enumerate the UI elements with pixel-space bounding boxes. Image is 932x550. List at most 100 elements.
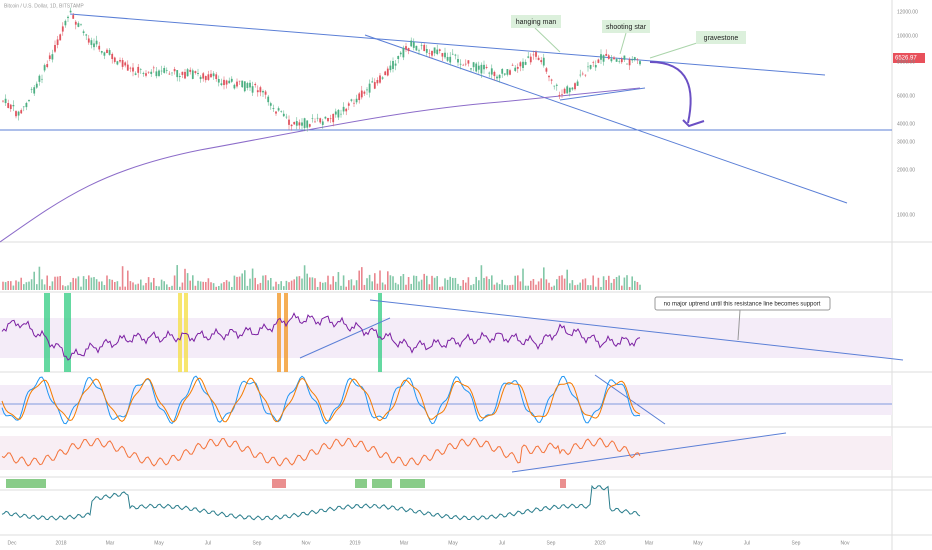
volume-bar	[548, 282, 550, 290]
candle	[152, 67, 155, 69]
volume-bar	[446, 279, 449, 290]
volume-bar	[236, 276, 238, 290]
volume-bar	[301, 278, 303, 290]
volume-bar	[431, 275, 433, 290]
volume-bar	[332, 276, 334, 290]
candle	[256, 90, 259, 93]
candle	[485, 66, 488, 68]
candle	[537, 57, 540, 60]
volume-bar	[38, 266, 41, 290]
candle	[602, 55, 605, 62]
volume-bar	[335, 281, 337, 290]
time-axis-label: Dec	[8, 540, 17, 546]
volume-bar	[530, 280, 532, 290]
candle	[436, 49, 439, 55]
price-axis-label: 3000.00	[897, 139, 915, 145]
candle	[457, 59, 459, 63]
candle	[171, 72, 173, 74]
volume-bar	[197, 280, 199, 290]
candle	[189, 69, 192, 72]
volume-bar	[426, 275, 428, 290]
candle	[158, 70, 160, 76]
highlight	[378, 293, 382, 372]
volume-bar	[556, 279, 558, 290]
callout-box	[511, 15, 561, 28]
candle	[80, 24, 82, 26]
candle	[524, 61, 527, 65]
volume-bar	[275, 281, 277, 290]
volume-bar	[563, 278, 566, 290]
volume-bar	[296, 276, 298, 290]
candle	[420, 45, 423, 46]
candle	[124, 62, 127, 66]
volume-bar	[634, 280, 636, 290]
volume-bar	[225, 280, 228, 290]
volume-bar	[142, 285, 145, 290]
trend-line	[299, 317, 391, 359]
candle	[121, 60, 124, 67]
candle	[90, 40, 93, 45]
volume-bar	[389, 275, 392, 290]
candle	[298, 122, 301, 126]
signal-bar	[560, 479, 566, 488]
volume-bar	[571, 280, 574, 290]
candle	[163, 67, 166, 73]
volume-bar	[163, 281, 165, 290]
candle	[394, 63, 397, 66]
candle	[303, 118, 306, 128]
candle	[272, 108, 275, 109]
candle	[225, 80, 228, 85]
volume-bar	[264, 275, 267, 290]
candle	[314, 121, 316, 123]
volume-bar	[496, 282, 498, 290]
candle	[155, 71, 158, 77]
candle	[228, 80, 231, 84]
volume-bar	[108, 279, 111, 290]
volume-bar	[329, 284, 332, 290]
candle	[433, 47, 436, 54]
price-axis-label: 6000.00	[897, 93, 915, 99]
volume-bar	[106, 275, 108, 290]
candle	[503, 73, 506, 75]
volume-bar	[545, 279, 548, 290]
candle	[116, 61, 119, 65]
volume-bar	[327, 275, 329, 290]
candle	[38, 75, 41, 82]
time-axis-label: Nov	[841, 540, 850, 546]
candle	[295, 121, 298, 126]
volume-bar	[179, 286, 181, 290]
callout-stem	[737, 309, 741, 341]
volume-bar	[272, 286, 275, 290]
candle	[82, 31, 85, 34]
volume-bar	[69, 282, 72, 290]
volume-bar	[192, 275, 194, 290]
volume-bar	[2, 281, 4, 290]
volume-bar	[309, 277, 311, 290]
price-axis-label: 1000.00	[897, 212, 915, 218]
volume-bar	[111, 279, 113, 290]
highlight	[284, 293, 288, 372]
volume-bar	[54, 276, 56, 290]
candle	[392, 61, 394, 69]
volume-bar	[140, 279, 142, 290]
volume-bar	[254, 277, 256, 290]
candle	[230, 78, 233, 82]
volume-bar	[392, 276, 394, 290]
volume-bar	[290, 280, 293, 290]
candle	[381, 77, 384, 79]
candle	[67, 16, 69, 19]
candle	[108, 50, 111, 55]
volume-bar	[543, 267, 545, 290]
volume-bar	[436, 276, 438, 290]
candle	[581, 73, 584, 75]
volume-bar	[537, 281, 540, 290]
volume-bar	[569, 283, 571, 290]
price-axis-label: 2000.00	[897, 167, 915, 173]
candle	[522, 61, 524, 68]
candle	[462, 64, 465, 66]
trend-line	[369, 299, 904, 361]
symbol-title: Bitcoin / U.S. Dollar, 1D, BITSTAMP	[4, 3, 84, 9]
volume-bar	[535, 284, 537, 290]
candle	[496, 76, 498, 79]
osc-band	[0, 436, 892, 470]
